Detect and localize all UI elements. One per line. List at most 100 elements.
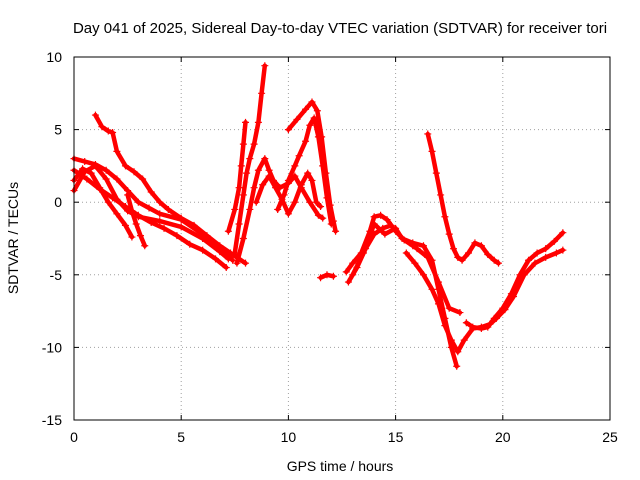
data-point: [304, 169, 312, 177]
data-point: [329, 272, 337, 280]
data-point: [349, 271, 357, 279]
data-point: [229, 256, 237, 264]
data-point: [274, 205, 282, 213]
data-point: [507, 290, 515, 298]
data-point: [409, 239, 417, 247]
data-point: [164, 205, 172, 213]
data-point: [186, 240, 194, 248]
y-tick-label: 5: [54, 122, 62, 138]
data-point: [160, 224, 168, 232]
data-point: [445, 304, 453, 312]
data-point: [437, 191, 445, 199]
data-point: [306, 198, 314, 206]
series-arc-8: [224, 118, 250, 235]
data-point: [434, 285, 442, 293]
data-point: [297, 181, 305, 189]
y-tick-label: -10: [42, 339, 62, 355]
data-point: [81, 158, 89, 166]
data-point: [326, 201, 334, 209]
data-point: [454, 348, 462, 356]
data-point: [156, 210, 164, 218]
grid-lines: [74, 57, 610, 420]
data-point: [173, 232, 181, 240]
series-arc-11: [284, 98, 340, 235]
data-point: [559, 229, 567, 237]
series-arc-7: [231, 62, 269, 257]
data-point: [318, 133, 326, 141]
data-point: [419, 271, 427, 279]
data-point: [91, 160, 99, 168]
data-point: [458, 256, 466, 264]
data-point: [239, 140, 247, 148]
x-axis-label: GPS time / hours: [287, 458, 394, 474]
data-point: [370, 220, 378, 228]
data-point: [424, 130, 432, 138]
series-line: [253, 170, 323, 217]
data-point: [216, 242, 224, 250]
series-line: [71, 166, 135, 240]
data-point: [402, 249, 410, 257]
data-point: [312, 198, 320, 206]
data-point: [199, 246, 207, 254]
data-point: [447, 336, 455, 344]
series-arc-19: [424, 130, 503, 267]
data-point: [278, 195, 286, 203]
data-point: [79, 165, 87, 173]
y-tick-label: -5: [50, 267, 63, 283]
data-point: [141, 242, 149, 250]
data-point: [124, 191, 132, 199]
data-point: [295, 152, 303, 160]
data-point: [428, 256, 436, 264]
data-point: [109, 194, 117, 202]
data-point: [128, 207, 136, 215]
data-point: [259, 181, 267, 189]
data-point: [484, 250, 492, 258]
data-point: [441, 213, 449, 221]
data-point: [132, 220, 140, 228]
data-point: [525, 256, 533, 264]
series-line: [226, 120, 248, 234]
data-point: [490, 314, 498, 322]
data-point: [319, 214, 327, 222]
data-point: [559, 246, 567, 254]
data-point: [411, 259, 419, 267]
data-point: [258, 89, 266, 97]
data-point: [392, 224, 400, 232]
data-point: [293, 115, 301, 123]
data-point: [231, 249, 239, 257]
data-point: [434, 300, 442, 308]
data-point: [314, 211, 322, 219]
data-point: [246, 155, 254, 163]
data-point: [128, 233, 136, 241]
data-point: [306, 121, 314, 129]
data-point: [342, 268, 350, 276]
data-point: [233, 259, 241, 267]
data-point: [102, 175, 110, 183]
data-point: [91, 111, 99, 119]
data-point: [254, 166, 262, 174]
data-point: [533, 249, 541, 257]
data-point: [428, 147, 436, 155]
data-point: [231, 205, 239, 213]
data-point: [177, 214, 185, 222]
data-point: [454, 253, 462, 261]
data-point: [177, 223, 185, 231]
data-point: [550, 237, 558, 245]
x-tick-label: 15: [388, 429, 404, 445]
data-point: [250, 140, 258, 148]
data-point: [460, 336, 468, 344]
series-arc-12: [252, 169, 325, 218]
data-point: [531, 259, 539, 267]
axis-ticks: 0 5 10 15 20 25 -15 -10 -5 0 5 10: [42, 49, 618, 445]
data-point: [156, 198, 164, 206]
data-point: [302, 105, 310, 113]
data-point: [308, 98, 316, 106]
data-point: [441, 322, 449, 330]
data-point: [243, 169, 251, 177]
data-point: [317, 274, 325, 282]
data-point: [134, 211, 142, 219]
data-point: [156, 217, 164, 225]
data-point: [387, 221, 395, 229]
data-point: [203, 232, 211, 240]
